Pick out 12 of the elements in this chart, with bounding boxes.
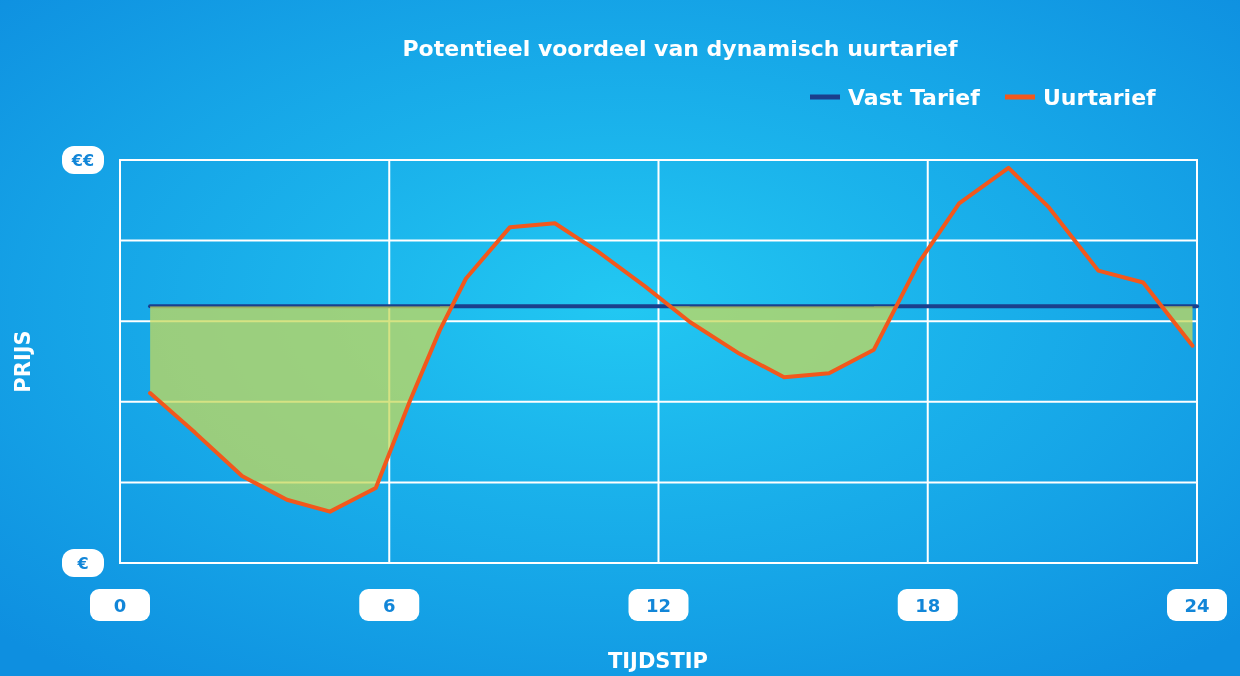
x-tick-label: 0: [113, 595, 127, 616]
x-tick-label: 6: [382, 595, 396, 616]
x-tick-label: 18: [915, 595, 941, 616]
chart-title: Potentieel voordeel van dynamisch uurtarief: [402, 36, 958, 61]
x-axis-title: TIJDSTIP: [607, 649, 709, 673]
x-tick-label: 24: [1184, 595, 1210, 616]
x-tick-label: 12: [645, 595, 672, 616]
text: €€: [70, 151, 95, 170]
legend-label: Vast Tarief: [848, 85, 981, 110]
text: €: [76, 554, 89, 573]
legend-label: Uurtarief: [1043, 85, 1157, 110]
y-axis-title: PRIJS: [11, 330, 35, 393]
